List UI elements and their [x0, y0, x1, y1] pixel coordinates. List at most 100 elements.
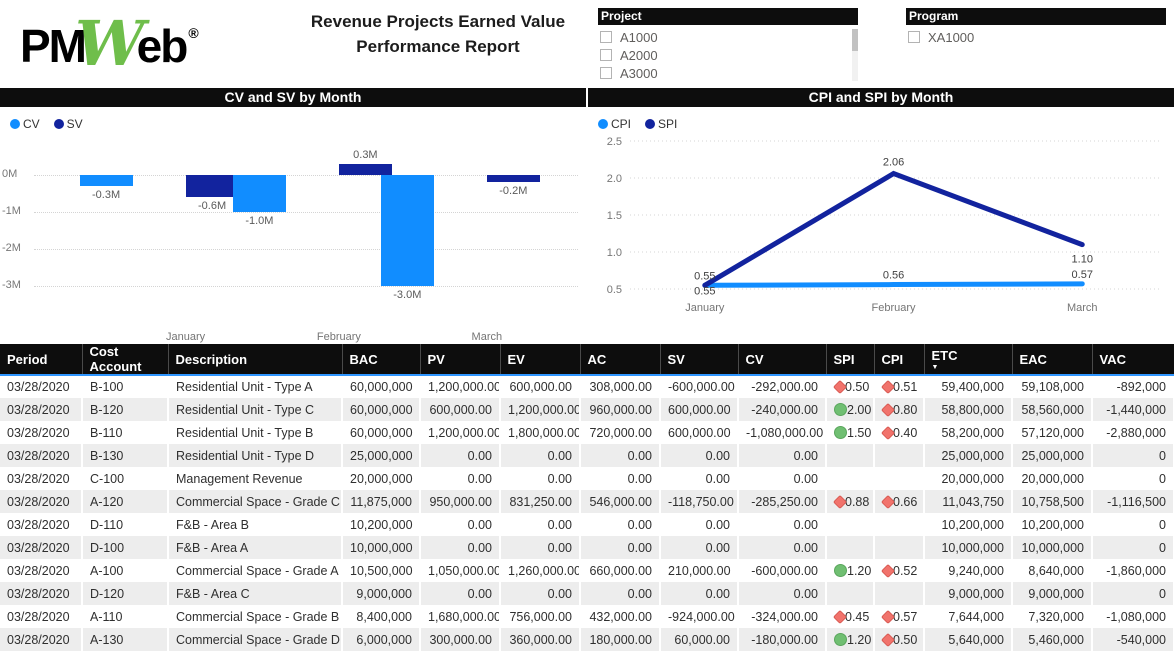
spi-line[interactable]: [705, 174, 1082, 286]
cell-ac: 0.00: [580, 536, 660, 559]
project-option-a1000[interactable]: A1000: [598, 28, 858, 46]
scrollbar-thumb[interactable]: [852, 29, 858, 51]
cell-cv: -292,000.00: [738, 375, 826, 398]
cell-bac: 10,200,000: [342, 513, 420, 536]
cpi-legend-dot-icon: [598, 119, 608, 129]
bar-sv-march[interactable]: [487, 175, 540, 182]
cell-spi: [826, 444, 874, 467]
col-header-label: SV: [668, 352, 685, 367]
legend-item-sv[interactable]: SV: [54, 117, 83, 131]
col-header-vac[interactable]: VAC: [1092, 344, 1174, 375]
project-slicer-scrollbar[interactable]: [852, 29, 858, 81]
sort-desc-icon[interactable]: ▼: [932, 365, 1008, 370]
cell-spi: [826, 513, 874, 536]
col-header-bac[interactable]: BAC: [342, 344, 420, 375]
project-option-a2000[interactable]: A2000: [598, 46, 858, 64]
col-header-label: BAC: [350, 352, 378, 367]
project-slicer-list: A1000 A2000 A3000: [598, 25, 858, 84]
cell-pv: 1,200,000.00: [420, 421, 500, 444]
cell-period: 03/28/2020: [0, 628, 82, 651]
legend-item-spi[interactable]: SPI: [645, 117, 677, 131]
cell-cpi: [874, 513, 924, 536]
x-axis-tick-label: March: [1067, 302, 1098, 314]
col-header-ev[interactable]: EV: [500, 344, 580, 375]
col-header-pv[interactable]: PV: [420, 344, 500, 375]
col-header-label: Description: [176, 352, 248, 367]
kpi-value: 0.50: [893, 633, 917, 647]
cell-etc: 10,000,000: [924, 536, 1012, 559]
y-axis-tick-label: -1M: [2, 205, 34, 217]
col-header-period[interactable]: Period: [0, 344, 82, 375]
cell-cost_account: A-120: [82, 490, 168, 513]
legend-item-cv[interactable]: CV: [10, 117, 40, 131]
project-option-a3000[interactable]: A3000: [598, 64, 858, 82]
legend-item-cpi[interactable]: CPI: [598, 117, 631, 131]
green-circle-icon: [834, 564, 847, 577]
col-header-ac[interactable]: AC: [580, 344, 660, 375]
table-row: 03/28/2020D-100F&B - Area A10,000,0000.0…: [0, 536, 1174, 559]
bar-sv-february[interactable]: [339, 164, 392, 175]
kpi-value: 2.00: [847, 403, 871, 417]
col-header-spi[interactable]: SPI: [826, 344, 874, 375]
bar-cv-march[interactable]: [381, 175, 434, 286]
y-axis-tick-label: -2M: [2, 242, 34, 254]
bar-sv-january[interactable]: [186, 175, 239, 197]
legend-label: CV: [23, 117, 40, 131]
cell-period: 03/28/2020: [0, 605, 82, 628]
col-header-cv[interactable]: CV: [738, 344, 826, 375]
cell-vac: -2,880,000: [1092, 421, 1174, 444]
bar-cv-january[interactable]: [80, 175, 133, 186]
cell-cpi: 0.51: [874, 375, 924, 398]
cell-sv: 0.00: [660, 513, 738, 536]
registered-trademark-icon: ®: [188, 25, 198, 41]
bar-cv-february[interactable]: [233, 175, 286, 212]
cell-etc: 7,644,000: [924, 605, 1012, 628]
project-option-label: A3000: [620, 66, 658, 81]
cell-ev: 756,000.00: [500, 605, 580, 628]
checkbox-icon[interactable]: [600, 31, 612, 43]
cell-cost_account: A-110: [82, 605, 168, 628]
cell-ev: 0.00: [500, 467, 580, 490]
kpi-value: 0.45: [845, 610, 869, 624]
cell-sv: -924,000.00: [660, 605, 738, 628]
cell-eac: 8,640,000: [1012, 559, 1092, 582]
cell-ev: 0.00: [500, 444, 580, 467]
col-header-description[interactable]: Description: [168, 344, 342, 375]
cell-spi: [826, 536, 874, 559]
cell-eac: 59,108,000: [1012, 375, 1092, 398]
legend-label: SV: [67, 117, 83, 131]
cell-pv: 0.00: [420, 444, 500, 467]
cell-cost_account: A-130: [82, 628, 168, 651]
checkbox-icon[interactable]: [600, 49, 612, 61]
cpi-line[interactable]: [705, 284, 1082, 285]
cv-legend-dot-icon: [10, 119, 20, 129]
x-axis-tick-label: January: [141, 331, 231, 343]
col-header-etc[interactable]: ETC▼: [924, 344, 1012, 375]
cell-eac: 58,560,000: [1012, 398, 1092, 421]
cell-ac: 0.00: [580, 582, 660, 605]
cell-pv: 300,000.00: [420, 628, 500, 651]
program-option-xa1000[interactable]: XA1000: [906, 28, 1166, 46]
cell-cv: -285,250.00: [738, 490, 826, 513]
cell-period: 03/28/2020: [0, 398, 82, 421]
cell-period: 03/28/2020: [0, 490, 82, 513]
col-header-eac[interactable]: EAC: [1012, 344, 1092, 375]
bar-data-label: -0.3M: [81, 189, 131, 201]
cpi-data-label: 0.57: [1072, 269, 1093, 281]
cell-cpi: [874, 582, 924, 605]
cell-period: 03/28/2020: [0, 467, 82, 490]
cell-cpi: 0.40: [874, 421, 924, 444]
checkbox-icon[interactable]: [600, 67, 612, 79]
cell-bac: 60,000,000: [342, 375, 420, 398]
col-header-cost_account[interactable]: Cost Account: [82, 344, 168, 375]
col-header-label: Period: [7, 352, 47, 367]
bar-data-label: -0.2M: [488, 185, 538, 197]
col-header-cpi[interactable]: CPI: [874, 344, 924, 375]
checkbox-icon[interactable]: [908, 31, 920, 43]
cell-bac: 10,500,000: [342, 559, 420, 582]
col-header-label: CV: [746, 352, 764, 367]
cell-sv: -600,000.00: [660, 375, 738, 398]
cell-bac: 60,000,000: [342, 398, 420, 421]
cell-period: 03/28/2020: [0, 536, 82, 559]
col-header-sv[interactable]: SV: [660, 344, 738, 375]
